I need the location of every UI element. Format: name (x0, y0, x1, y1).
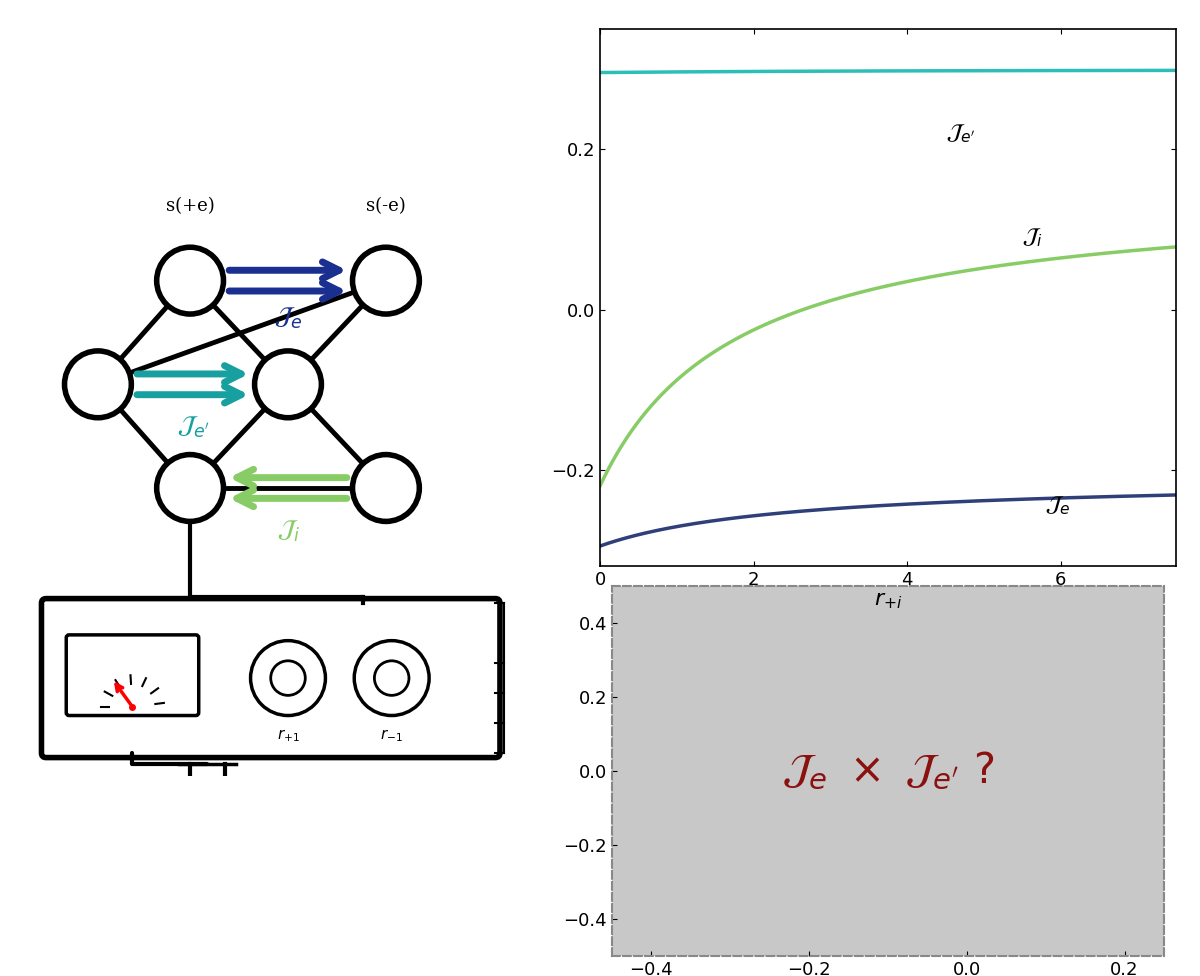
Text: $r_{+1}$: $r_{+1}$ (276, 727, 300, 744)
Circle shape (374, 661, 409, 695)
Circle shape (157, 455, 223, 521)
Text: $\mathcal{J}_i$: $\mathcal{J}_i$ (276, 518, 300, 544)
Text: $r_{-1}$: $r_{-1}$ (380, 727, 403, 744)
Circle shape (271, 661, 305, 695)
Circle shape (353, 455, 419, 521)
Circle shape (65, 351, 131, 418)
Text: $\mathcal{J}_e\ \times\ \mathcal{J}_{e^{\prime}}\ ?$: $\mathcal{J}_e\ \times\ \mathcal{J}_{e^{… (782, 750, 994, 793)
Text: $\mathcal{J}_e$: $\mathcal{J}_e$ (274, 305, 302, 331)
Text: $\mathcal{J}_i$: $\mathcal{J}_i$ (1022, 226, 1043, 249)
Circle shape (354, 640, 430, 715)
Text: s(-e): s(-e) (366, 197, 406, 216)
FancyBboxPatch shape (42, 598, 500, 757)
Text: $\mathcal{J}_{e'}$: $\mathcal{J}_{e'}$ (946, 122, 974, 144)
Text: $\mathcal{J}_e$: $\mathcal{J}_e$ (1045, 495, 1070, 517)
Text: $\mathcal{J}_{e'}$: $\mathcal{J}_{e'}$ (176, 415, 209, 440)
Circle shape (157, 247, 223, 314)
Circle shape (353, 247, 419, 314)
Text: $r_{+i}$: $r_{+i}$ (874, 590, 902, 611)
Circle shape (251, 640, 325, 715)
Circle shape (254, 351, 322, 418)
FancyBboxPatch shape (66, 634, 199, 715)
Text: s(+e): s(+e) (166, 197, 215, 216)
